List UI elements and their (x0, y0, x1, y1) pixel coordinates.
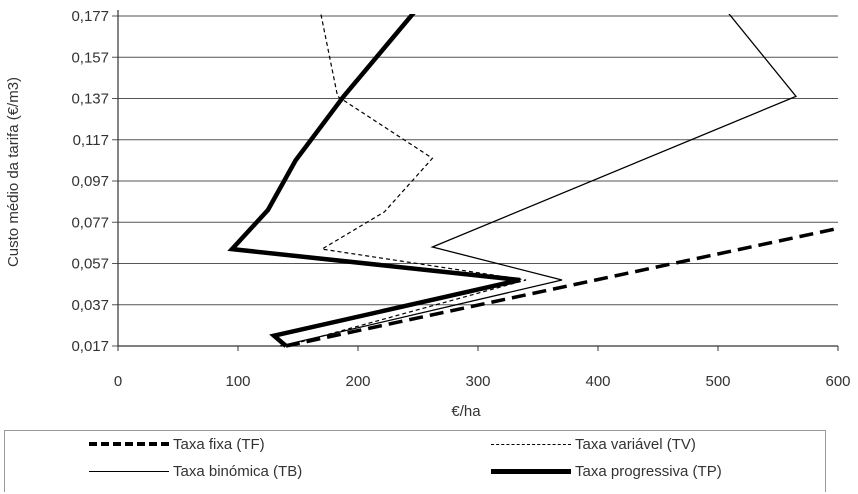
series-lines (227, 14, 838, 348)
legend-item-tb: Taxa binómica (TB) (89, 460, 302, 482)
y-tick-label: 0,057 (71, 256, 109, 273)
y-tick-label: 0,037 (71, 297, 109, 314)
x-tick-label: 300 (465, 373, 490, 390)
y-tick-label: 0,137 (71, 91, 109, 108)
y-tick-label: 0,117 (73, 132, 109, 149)
x-tick-label: 0 (114, 373, 122, 390)
legend-swatch-tv (491, 443, 571, 445)
x-tick-labels: 0 100 200 300 400 500 600 (114, 373, 851, 390)
series-line-tf (285, 226, 838, 348)
axes (117, 10, 839, 351)
x-tick-label: 400 (585, 373, 610, 390)
legend-item-tf: Taxa fixa (TF) (89, 433, 265, 455)
grid-lines (112, 15, 838, 347)
x-tick-label: 500 (705, 373, 730, 390)
legend-item-tp: Taxa progressiva (TP) (491, 460, 722, 482)
y-tick-label: 0,177 (71, 8, 109, 25)
y-tick-label: 0,097 (71, 173, 109, 190)
y-axis-title: Custo médio da tarifa (€/m3) (5, 77, 22, 267)
x-tick-label: 200 (345, 373, 370, 390)
legend-item-tv: Taxa variável (TV) (491, 433, 696, 455)
y-tick-label: 0,157 (71, 49, 109, 66)
x-tick-label: 600 (825, 373, 850, 390)
x-axis-title: €/ha (451, 403, 481, 420)
legend-label-tp: Taxa progressiva (TP) (575, 462, 722, 480)
legend-label-tv: Taxa variável (TV) (575, 435, 696, 453)
series-line-tv (285, 14, 527, 347)
legend-swatch-tp (491, 468, 571, 474)
legend-label-tf: Taxa fixa (TF) (173, 435, 265, 453)
legend-label-tb: Taxa binómica (TB) (173, 462, 303, 480)
legend-swatch-tb (89, 470, 169, 472)
y-tick-label: 0,017 (71, 338, 109, 355)
y-tick-label: 0,077 (71, 214, 109, 231)
x-tick-label: 100 (225, 373, 250, 390)
series-line-tp (227, 14, 521, 348)
y-tick-labels: 0,017 0,037 0,057 0,077 0,097 0,117 0,137 0,157… (71, 8, 109, 355)
chart: 0,017 0,037 0,057 0,077 0,097 0,117 0,137 0,157… (5, 8, 851, 420)
series-line-tb (279, 14, 798, 347)
legend-swatch-tf (89, 442, 169, 446)
legend: Taxa fixa (TF) Taxa variável (TV) Taxa b… (4, 430, 826, 492)
